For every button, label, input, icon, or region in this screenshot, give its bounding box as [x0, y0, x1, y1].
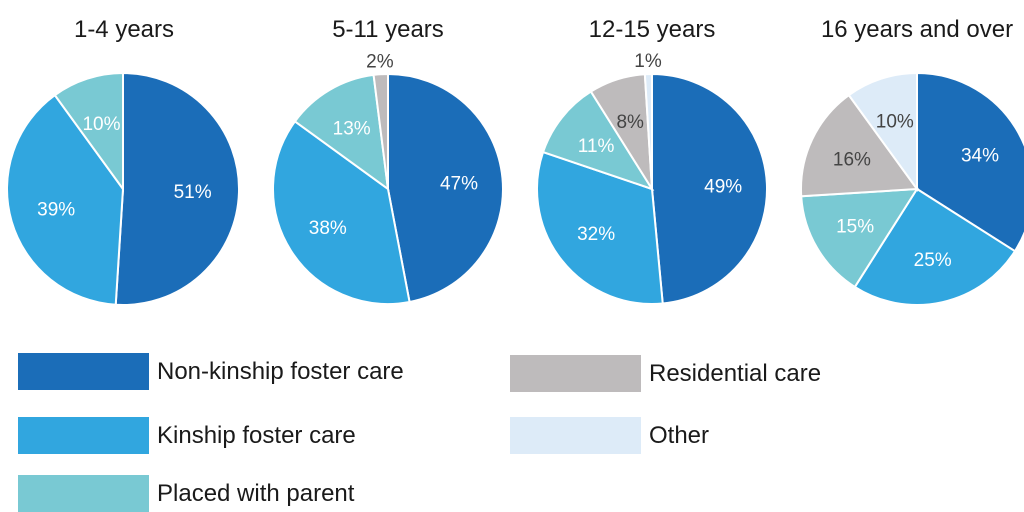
chart-title: 1-4 years	[74, 16, 174, 43]
legend-item-placed-with-parent: Placed with parent	[18, 475, 354, 512]
legend-label: Residential care	[649, 359, 822, 387]
chart-title: 12-15 years	[589, 16, 716, 43]
legend-swatch	[18, 475, 149, 512]
slice-label: 8%	[616, 112, 644, 133]
slice-label: 25%	[914, 250, 952, 271]
legend-swatch	[510, 355, 641, 392]
pie-chart: 1-4 years 51% 39% 10%	[6, 16, 240, 306]
legend-swatch	[18, 417, 149, 454]
legend-label: Kinship foster care	[157, 421, 356, 449]
slice-label: 47%	[440, 173, 478, 194]
pie-chart: 16 years and over 34% 25% 15% 16%10%	[800, 16, 1024, 306]
slice-label: 38%	[309, 218, 347, 239]
pie-slice	[643, 72, 653, 190]
slice-label: 49%	[704, 177, 742, 198]
pie-slice	[536, 150, 664, 305]
legend-item-residential: Residential care	[510, 355, 821, 392]
pie-chart: 5-11 years 47% 38% 13% 2%	[272, 16, 504, 305]
pie-slice	[6, 93, 125, 306]
slice-label: 1%	[634, 51, 662, 72]
pie-slice	[293, 73, 390, 192]
pie-slice	[541, 90, 655, 191]
pie-chart: 12-15 years 49% 32% 11%8% 1%	[536, 16, 768, 305]
legend-label: Non-kinship foster care	[157, 357, 404, 385]
pie-slice	[272, 120, 411, 305]
slice-label: 16%	[833, 149, 871, 170]
legend-swatch	[18, 353, 149, 390]
slice-label: 13%	[333, 119, 371, 140]
slice-label: 11%	[578, 136, 615, 157]
pie-slice	[114, 71, 240, 306]
pie-slice	[372, 72, 389, 190]
pie-slice	[53, 71, 124, 193]
legend-item-kinship: Kinship foster care	[18, 417, 356, 454]
pie-slice	[800, 93, 919, 198]
slice-label: 10%	[876, 112, 914, 133]
slice-label: 51%	[174, 182, 212, 203]
legend-item-other: Other	[510, 417, 709, 454]
legend-label: Other	[649, 421, 710, 449]
pie-slice	[387, 72, 504, 304]
pie-slice	[916, 71, 1024, 253]
pie-slice	[847, 71, 918, 193]
slice-label: 39%	[37, 199, 75, 220]
slice-label: 15%	[836, 217, 874, 238]
slice-label: 10%	[82, 114, 120, 135]
slice-label: 32%	[577, 224, 615, 245]
pie-slice	[651, 72, 768, 305]
chart-title: 5-11 years	[332, 16, 444, 43]
legend-label: Placed with parent	[157, 479, 355, 507]
slice-label: 2%	[366, 51, 394, 72]
pie-slice	[853, 187, 1017, 306]
slice-label: 34%	[961, 145, 999, 166]
legend-swatch	[510, 417, 641, 454]
pie-slice	[800, 187, 919, 289]
chart-title: 16 years and over	[821, 16, 1013, 43]
legend-item-non-kinship: Non-kinship foster care	[18, 353, 404, 390]
